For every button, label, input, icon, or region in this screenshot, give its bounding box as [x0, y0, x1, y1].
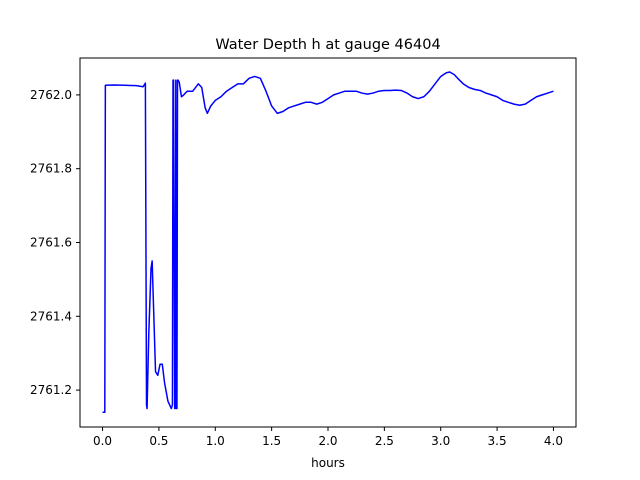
- x-tick-label: 0.5: [149, 434, 168, 448]
- y-tick-label: 2761.4: [30, 309, 72, 323]
- y-tick-label: 2762.0: [30, 88, 72, 102]
- x-tick-label: 1.0: [206, 434, 225, 448]
- x-tick-label: 0.0: [93, 434, 112, 448]
- x-tick-label: 3.0: [431, 434, 450, 448]
- x-tick-label: 2.0: [318, 434, 337, 448]
- x-tick-label: 1.5: [262, 434, 281, 448]
- plot-frame: [79, 57, 577, 428]
- y-tick-label: 2761.6: [30, 236, 72, 250]
- x-tick-label: 2.5: [375, 434, 394, 448]
- x-tick-label: 3.5: [488, 434, 507, 448]
- y-tick-label: 2761.8: [30, 162, 72, 176]
- y-axis: 2761.2 2761.4 2761.6 2761.8 2762.0: [30, 88, 80, 397]
- x-axis-label: hours: [311, 456, 345, 470]
- chart-title: Water Depth h at gauge 46404: [215, 37, 440, 53]
- y-tick-label: 2761.2: [30, 383, 72, 397]
- x-tick-label: 4.0: [544, 434, 563, 448]
- series-line-0: [102, 71, 554, 413]
- x-axis: 0.0 0.5 1.0 1.5 2.0 2.5 3.0 3.5 4.0: [93, 427, 563, 448]
- plot-area: [102, 71, 554, 413]
